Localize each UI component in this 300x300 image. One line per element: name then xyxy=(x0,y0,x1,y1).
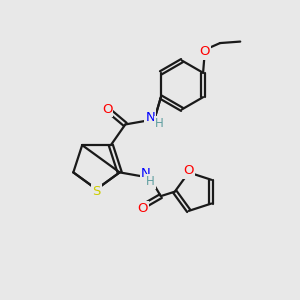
Text: N: N xyxy=(145,111,155,124)
Text: O: O xyxy=(199,46,210,59)
Text: N: N xyxy=(141,167,151,180)
Text: O: O xyxy=(137,202,148,215)
Text: O: O xyxy=(102,103,112,116)
Text: O: O xyxy=(184,164,194,178)
Text: S: S xyxy=(92,185,101,198)
Text: H: H xyxy=(146,175,155,188)
Text: H: H xyxy=(155,116,164,130)
